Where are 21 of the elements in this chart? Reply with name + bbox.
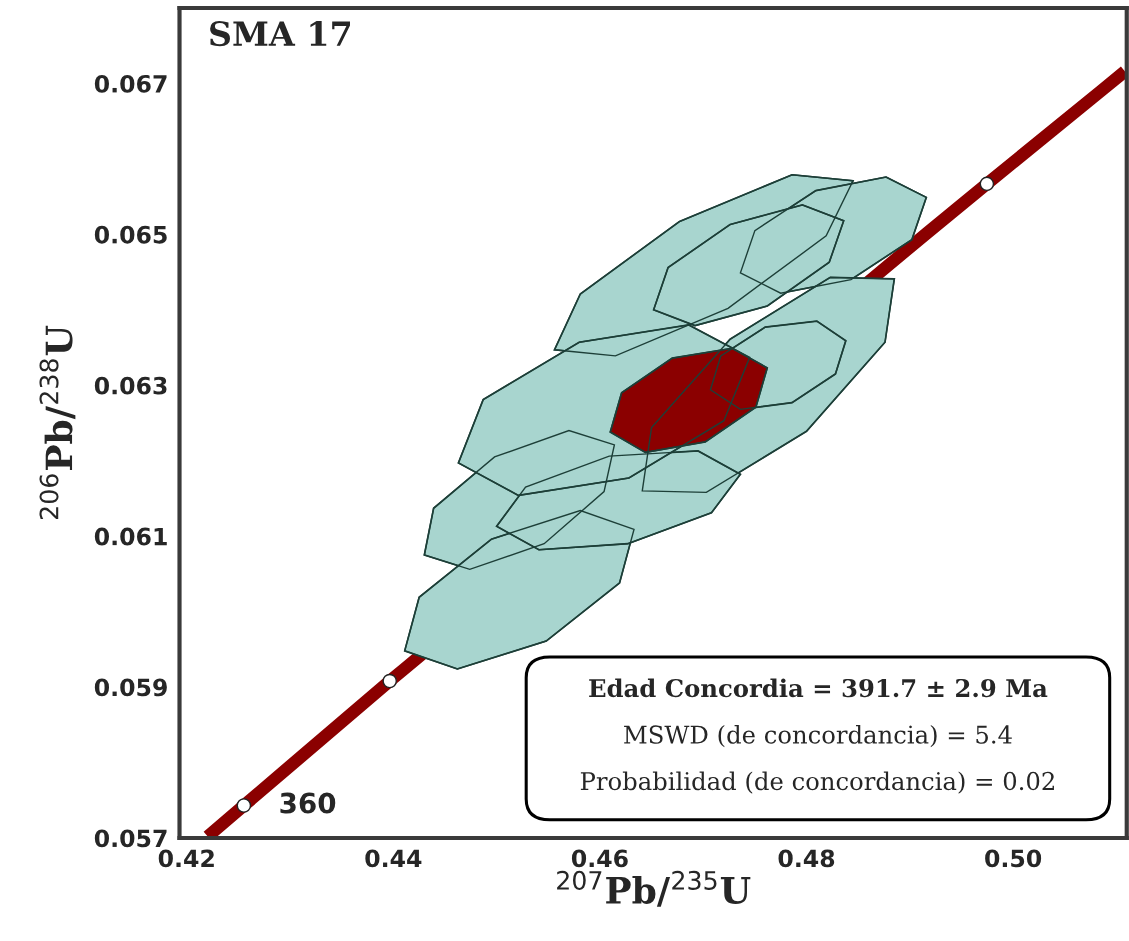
chart-title: SMA 17 bbox=[210, 21, 350, 47]
annotation: Edad Concordia = 391.7 ± 2.9 Ma bbox=[589, 678, 1048, 698]
y-tick-label: 0.059 bbox=[94, 678, 167, 697]
x-tick-label: 0.48 bbox=[778, 849, 835, 868]
x-axis-title: $^{207}$Pb/$^{235}$U bbox=[557, 870, 751, 907]
x-tick-label: 0.46 bbox=[571, 849, 628, 868]
x-tick-label: 0.44 bbox=[365, 849, 422, 868]
y-tick-label: 0.057 bbox=[94, 829, 167, 848]
point bbox=[979, 176, 995, 192]
y-tick-label: 0.063 bbox=[94, 376, 167, 395]
annotation: 360 bbox=[280, 792, 336, 814]
y-tick-label: 0.065 bbox=[94, 225, 167, 244]
y-axis-title: $^{206}$Pb/$^{238}$U bbox=[39, 325, 76, 519]
x-tick-label: 0.42 bbox=[158, 849, 214, 868]
annotation: Probabilidad (de concordancia) = 0.02 bbox=[580, 771, 1054, 794]
y-tick-label: 0.061 bbox=[94, 527, 167, 546]
point bbox=[236, 798, 252, 813]
y-tick-label: 0.067 bbox=[94, 74, 167, 93]
point bbox=[382, 673, 398, 689]
annotation: MSWD (de concordancia) = 5.4 bbox=[624, 724, 1012, 748]
x-tick-label: 0.50 bbox=[985, 849, 1042, 868]
